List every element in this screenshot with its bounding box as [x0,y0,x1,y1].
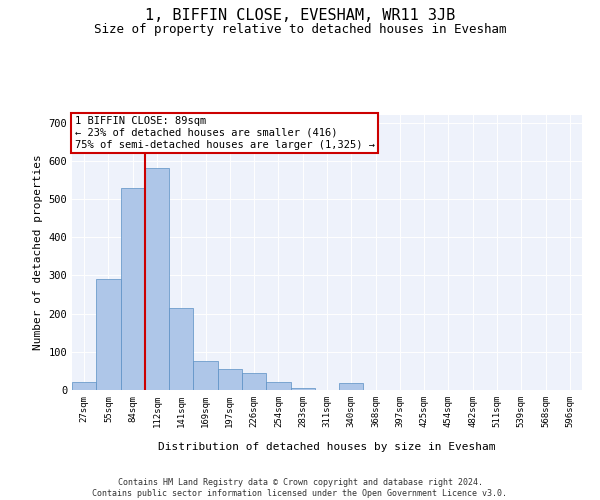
Bar [218,369,242,390]
Text: 1 BIFFIN CLOSE: 89sqm
← 23% of detached houses are smaller (416)
75% of semi-det: 1 BIFFIN CLOSE: 89sqm ← 23% of detached … [74,116,374,150]
Bar [96,279,121,390]
Bar [339,383,364,390]
Bar [145,168,169,390]
Text: 1, BIFFIN CLOSE, EVESHAM, WR11 3JB: 1, BIFFIN CLOSE, EVESHAM, WR11 3JB [145,8,455,22]
Bar [121,188,145,390]
Bar [266,382,290,390]
Bar [290,388,315,390]
Text: Size of property relative to detached houses in Evesham: Size of property relative to detached ho… [94,22,506,36]
Bar [242,373,266,390]
Bar [72,382,96,390]
Bar [193,362,218,390]
Text: Distribution of detached houses by size in Evesham: Distribution of detached houses by size … [158,442,496,452]
Text: Contains HM Land Registry data © Crown copyright and database right 2024.
Contai: Contains HM Land Registry data © Crown c… [92,478,508,498]
Y-axis label: Number of detached properties: Number of detached properties [33,154,43,350]
Bar [169,308,193,390]
